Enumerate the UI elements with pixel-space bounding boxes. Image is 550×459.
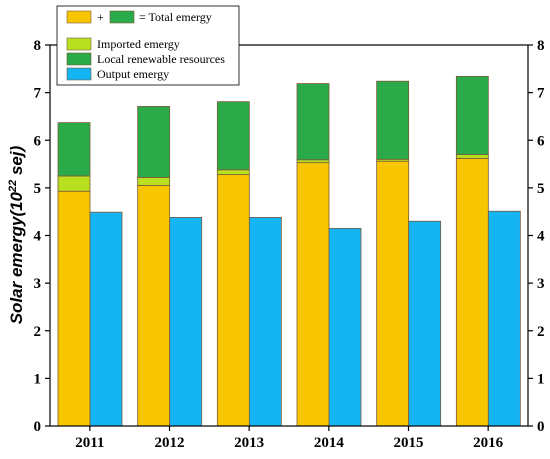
legend-swatch-imported	[66, 37, 92, 51]
bar-imported-emergy-upper-2014	[296, 159, 330, 164]
bar-imported-emergy-upper-2016	[455, 154, 489, 159]
bar-local-renewable-2013	[216, 101, 250, 171]
x-tick-label-2016: 2016	[473, 435, 504, 451]
x-tick-label-2012: 2012	[155, 435, 185, 451]
y-axis-left: 0 1 2 3 4 5 6 7 8	[34, 38, 50, 435]
bar-output-emergy-2011	[89, 211, 123, 427]
bar-imported-emergy-2012	[137, 185, 171, 427]
bar-local-renewable-2016	[455, 76, 489, 155]
y-tick-label-left-1: 1	[34, 371, 42, 387]
bar-local-renewable-2011	[57, 122, 91, 177]
y-tick-label-right-2: 2	[537, 324, 545, 340]
bar-imported-emergy-upper-2011	[57, 175, 91, 192]
legend-total-label: = Total emergy	[139, 10, 212, 24]
legend-swatch-local	[66, 52, 92, 66]
bar-local-renewable-2012	[137, 106, 171, 178]
y-tick-label-left-7: 7	[34, 86, 42, 102]
y-tick-label-left-0: 0	[34, 419, 42, 435]
bar-imported-emergy-2014	[296, 162, 330, 427]
y-tick-label-right-4: 4	[537, 229, 545, 245]
bar-imported-emergy-upper-2013	[216, 169, 250, 175]
x-axis: 2011 2012 2013 2014 2015 2016	[75, 426, 504, 451]
y-tick-label-right-0: 0	[537, 419, 545, 435]
y-tick-label-right-1: 1	[537, 371, 545, 387]
bar-local-renewable-2014	[296, 83, 330, 161]
bar-output-emergy-2016	[487, 210, 521, 427]
legend-local-label: Local renewable resources	[97, 52, 225, 66]
y-axis-right: 0 1 2 3 4 5 6 7 8	[528, 38, 545, 435]
y-tick-label-left-8: 8	[34, 38, 42, 54]
y-tick-label-right-3: 3	[537, 276, 545, 292]
x-tick-label-2015: 2015	[394, 435, 424, 451]
y-tick-label-left-2: 2	[34, 324, 42, 340]
bar-output-emergy-2015	[408, 220, 442, 427]
legend-imported-label: Imported emergy	[97, 37, 180, 51]
x-tick-label-2014: 2014	[314, 435, 345, 451]
bar-imported-emergy-upper-2012	[137, 176, 171, 186]
y-tick-label-right-6: 6	[537, 133, 545, 149]
y-tick-label-left-5: 5	[34, 181, 42, 197]
y-tick-label-left-6: 6	[34, 133, 42, 149]
bar-output-emergy-2012	[169, 217, 203, 427]
bar-output-emergy-2013	[248, 217, 282, 427]
bar-imported-emergy-2016	[455, 157, 489, 427]
bars-layer	[57, 76, 521, 427]
bar-imported-emergy-2015	[376, 160, 410, 427]
legend-plus: +	[97, 10, 104, 24]
y-tick-label-left-4: 4	[34, 229, 42, 245]
bar-local-renewable-2015	[376, 80, 410, 160]
x-tick-label-2011: 2011	[75, 435, 104, 451]
legend: + = Total emergy Imported emergy Local r…	[56, 5, 240, 86]
legend-swatch-imported-yellow	[66, 10, 92, 24]
bar-imported-emergy-2011	[57, 190, 91, 427]
legend-swatch-output	[66, 67, 92, 81]
y-tick-label-right-5: 5	[537, 181, 545, 197]
y-axis-title: Solar emergy(1022 sej)	[7, 145, 26, 324]
y-tick-label-right-8: 8	[537, 38, 545, 54]
legend-swatch-total-green	[109, 10, 135, 24]
y-tick-label-left-3: 3	[34, 276, 42, 292]
y-tick-label-right-7: 7	[537, 86, 545, 102]
x-tick-label-2013: 2013	[234, 435, 264, 451]
bar-imported-emergy-2013	[216, 174, 250, 427]
bar-output-emergy-2014	[328, 227, 362, 427]
legend-output-label: Output emergy	[97, 67, 169, 81]
